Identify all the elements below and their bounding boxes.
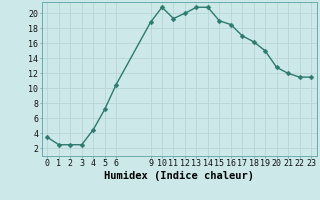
X-axis label: Humidex (Indice chaleur): Humidex (Indice chaleur) xyxy=(104,171,254,181)
